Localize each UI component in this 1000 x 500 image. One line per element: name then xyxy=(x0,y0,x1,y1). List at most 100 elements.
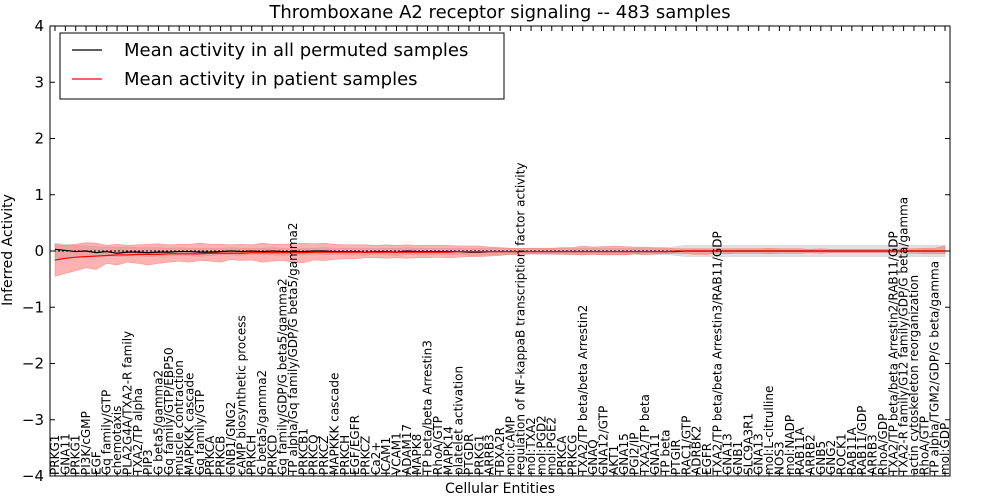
chart-title: Thromboxane A2 receptor signaling -- 483… xyxy=(268,2,730,23)
x-tick-label: G beta5/gamma2 xyxy=(151,370,165,475)
x-tick-label: Gq family/GTP/EBP50 xyxy=(162,347,176,475)
x-tick-label: ARRB2 xyxy=(803,434,817,475)
x-tick-label: RAC1/GTP xyxy=(679,416,693,475)
legend: Mean activity in all permuted samples Me… xyxy=(59,32,505,100)
x-tick-label: actin cytoskeleton reorganization xyxy=(907,275,921,475)
x-tick-label: GNA15 xyxy=(617,433,631,475)
x-tick-label: PRKCH xyxy=(245,435,259,475)
x-tick-label: PRKCG xyxy=(565,435,579,475)
x-tick-label: PLA2G4A/TXA2-R family xyxy=(120,331,134,475)
x-tick-label: mol:L-citrulline xyxy=(762,386,776,475)
x-tick-label: RhoA/GTP xyxy=(431,416,445,475)
x-tick-label: TP beta xyxy=(659,430,673,476)
y-tick-label: −2 xyxy=(22,355,44,373)
x-tick-label: platelet activation xyxy=(452,366,466,475)
legend-label-permuted: Mean activity in all permuted samples xyxy=(124,40,468,61)
x-tick-label: MAPK8 xyxy=(410,434,424,475)
series-line-patient xyxy=(54,250,945,261)
x-tick-label: ICAM1 xyxy=(379,437,393,475)
x-tick-label: TP beta/beta Arrestin3 xyxy=(421,340,435,476)
x-tick-label: GNG2 xyxy=(824,440,838,475)
y-axis-label: Inferred Activity xyxy=(0,194,16,306)
x-tick-label: PRKG1 xyxy=(472,435,486,475)
y-tick-label: 3 xyxy=(34,73,44,91)
x-tick-label: PRKCH xyxy=(338,435,352,475)
x-tick-label: GNA11 xyxy=(58,433,72,475)
x-tick-label: EGF/EGFR xyxy=(348,415,362,475)
x-tick-label: PRKG1 xyxy=(69,435,83,475)
x-tick-label: mol:GDP xyxy=(938,423,952,475)
series-layer xyxy=(54,248,945,261)
legend-label-patient: Mean activity in patient samples xyxy=(124,69,418,90)
x-tick-label: Gq family/GTP xyxy=(100,390,114,475)
x-axis xyxy=(54,26,946,476)
x-tick-label: PRKCQ xyxy=(307,434,321,475)
x-tick-label: Gq family/GTP xyxy=(193,390,207,475)
x-tick-label: RAB11/GDP xyxy=(855,406,869,475)
x-tick-label: PIP3 xyxy=(141,449,155,475)
x-tick-label: MAPKKK cascade xyxy=(183,373,197,475)
legend-box xyxy=(59,32,505,100)
x-tick-label: ADAM17 xyxy=(400,424,414,475)
x-tick-label: TP alpha/TGM2/GDP/G beta/gamma xyxy=(928,261,942,476)
x-tick-label: mol:cAMP xyxy=(503,416,517,475)
x-tick-label: GNAQ xyxy=(586,439,600,475)
x-tick-label: TXA2-R family/G12 family/GDP/G beta/gamm… xyxy=(897,197,911,476)
x-tick-label: TXA2/TP beta/beta Arrestin2 xyxy=(576,305,590,476)
x-tick-label: PRKCA xyxy=(555,435,569,475)
x-tick-label: regulation of NF-kappaB transcription fa… xyxy=(514,163,528,475)
x-tick-label: TP alpha/Gq family/GDP/G beta5/gamma2 xyxy=(286,222,300,476)
x-tick-label: GNA13 xyxy=(752,433,766,475)
x-tick-label: PI3K/cGMP xyxy=(79,411,93,475)
x-tick-label: RAB11A xyxy=(845,426,859,475)
x-tick-label: PRKCA xyxy=(203,435,217,475)
x-tick-label: PRKCB1 xyxy=(296,428,310,475)
x-tick-label: GNB5 xyxy=(814,441,828,475)
y-tick-label: −3 xyxy=(22,411,44,429)
x-tick-label: PGI2/IP xyxy=(628,432,642,475)
x-tick-label: VCAM1 xyxy=(390,432,404,475)
x-tick-label: GNA13 xyxy=(721,433,735,475)
y-tick-label: 0 xyxy=(34,242,44,260)
x-tick-label: AKT1 xyxy=(607,445,621,475)
x-tick-label: EGF xyxy=(89,451,103,475)
x-tick-label: PRKCZ xyxy=(358,436,372,475)
x-tick-label: RhoA/GDP xyxy=(876,414,890,475)
x-tick-label: chemotaxis xyxy=(110,406,124,475)
x-tick-label: TXA2/TP alpha xyxy=(131,388,145,476)
x-tick-label: PRKCB xyxy=(214,436,228,475)
y-axis: −4 −3 −2 −1 0 1 2 3 4 xyxy=(22,17,950,485)
x-tick-label: muscle contraction xyxy=(172,360,186,475)
y-tick-label: −1 xyxy=(22,298,44,316)
x-tick-label: GNB1/GNG2 xyxy=(224,402,238,475)
x-tick-label: ARRB3 xyxy=(483,434,497,475)
x-tick-label: mol:TXA2 xyxy=(524,417,538,475)
x-tick-label: TXA2/TP beta/beta Arrestin2/RAB11/GDP xyxy=(886,231,900,476)
x-tick-label: ARRB3 xyxy=(866,434,880,475)
x-tick-label: PRKCZ xyxy=(317,436,331,475)
x-tick-label: NOS3 xyxy=(772,441,786,475)
x-tick-label: MAPK14 xyxy=(441,426,455,475)
x-axis-label: Cellular Entities xyxy=(445,481,555,497)
x-tick-label: PTGIR xyxy=(669,439,683,475)
x-tick-label: GNA11 xyxy=(648,433,662,475)
x-tick-label: cAMP biosynthetic process xyxy=(234,315,248,475)
y-tick-label: 1 xyxy=(34,186,44,204)
x-tick-label: G beta5/gamma2 xyxy=(255,370,269,475)
x-tick-label: GNA12/GTP xyxy=(596,406,610,475)
x-tick-label: mol:PGE2 xyxy=(545,417,559,475)
x-tick-label: TXA2/TP beta/beta Arrestin3/RAB11/GDP xyxy=(710,231,724,476)
x-tick-label: PRKG1 xyxy=(48,435,62,475)
x-tick-label: TXA2/TP beta xyxy=(638,394,652,476)
x-tick-label: RAB11A xyxy=(793,426,807,475)
x-tick-label: ADRBK2 xyxy=(690,425,704,475)
x-tick-label: mol:NADP xyxy=(783,415,797,475)
x-tick-label: RhoA/GTP xyxy=(917,416,931,475)
x-tick-label: ROCK1 xyxy=(835,433,849,475)
x-tick-label: Gq family/GDP/G beta5/gamma2 xyxy=(276,278,290,475)
x-tick-label: PRKCD xyxy=(265,435,279,475)
y-tick-label: −4 xyxy=(22,467,44,485)
x-tick-label: EGFR xyxy=(700,443,714,475)
x-tick-label: GNB1 xyxy=(731,441,745,475)
